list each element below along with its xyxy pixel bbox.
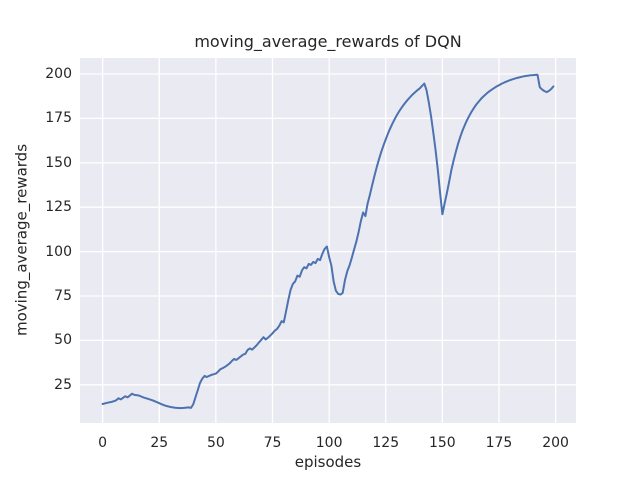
y-axis-label: moving_average_rewards <box>12 143 31 337</box>
y-tick-label: 125 <box>45 199 72 216</box>
plot-canvas <box>80 58 576 423</box>
y-tick-label: 100 <box>45 243 72 260</box>
x-axis-label: episodes <box>294 453 362 471</box>
plot-area <box>80 58 576 423</box>
y-tick-label: 200 <box>45 65 72 82</box>
x-tick-label: 100 <box>315 435 343 451</box>
x-tick-label: 25 <box>150 435 169 451</box>
x-tick-label: 150 <box>428 435 456 451</box>
y-tick-label: 25 <box>54 376 72 393</box>
x-tick-label: 125 <box>372 435 400 451</box>
y-tick-label: 150 <box>45 154 72 171</box>
x-tick-label: 50 <box>206 435 225 451</box>
x-tick-label: 175 <box>485 435 513 451</box>
chart-title: moving_average_rewards of DQN <box>194 32 462 51</box>
x-tick-label: 75 <box>263 435 282 451</box>
y-tick-label: 175 <box>45 110 72 127</box>
y-tick-label: 50 <box>54 332 72 349</box>
x-tick-label: 0 <box>98 435 108 451</box>
reward-line <box>101 73 555 410</box>
y-tick-label: 75 <box>54 288 72 304</box>
x-tick-label: 200 <box>542 435 569 451</box>
